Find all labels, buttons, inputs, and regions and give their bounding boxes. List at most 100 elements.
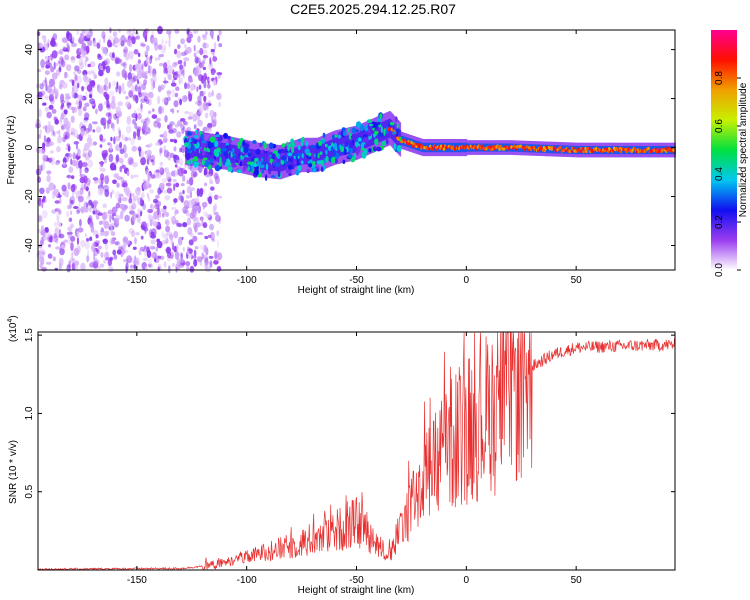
spectrogram-cell <box>229 166 233 172</box>
spectrogram-cell <box>281 155 286 161</box>
spectrogram-cell <box>217 253 220 262</box>
spectrogram-cell <box>237 145 239 165</box>
spectrogram-cell <box>210 48 215 53</box>
spectrogram-cell <box>158 106 165 114</box>
spectrogram-cell <box>149 219 153 227</box>
spectrogram-cell <box>168 38 171 48</box>
spectrogram-cell <box>187 227 193 236</box>
spectrogram-cell <box>585 149 588 153</box>
spectrogram-cell <box>156 117 161 122</box>
spectrogram-cell <box>170 236 174 246</box>
spectrogram-cell <box>157 44 163 50</box>
spectrogram-cell <box>176 50 182 59</box>
spectrogram-cell <box>45 83 48 92</box>
spectrogram-cell <box>70 223 75 229</box>
spectrogram-cell <box>163 62 168 71</box>
spectrogram-cell <box>351 127 357 134</box>
spectrogram-cell <box>51 108 57 114</box>
spectrogram-cell <box>180 124 185 130</box>
spectrogram-cell <box>256 161 262 167</box>
spectrogram-cell <box>211 120 217 128</box>
spectrogram-cell <box>153 211 158 220</box>
spectrogram-cell <box>83 183 86 190</box>
spectrogram-cell <box>312 160 316 166</box>
spectrogram-cell <box>83 175 88 184</box>
spectrogram-cell <box>300 160 304 164</box>
spectrogram-cell <box>188 93 193 102</box>
spectrogram-cell <box>45 141 51 148</box>
spectrogram-cell <box>63 109 68 115</box>
spectrogram-cell <box>209 109 215 118</box>
spectrogram-x-tick-label: -150 <box>127 275 147 286</box>
spectrogram-cell <box>165 219 170 226</box>
spectrogram-cell <box>266 151 268 171</box>
spectrogram-cell <box>100 181 104 187</box>
spectrogram-cell <box>132 162 138 168</box>
spectrogram-cell <box>263 151 265 170</box>
spectrogram-cell <box>118 196 122 204</box>
spectrogram-cell <box>173 245 178 253</box>
spectrogram-cell <box>162 212 165 218</box>
spectrogram-cell <box>288 143 292 148</box>
spectrogram-cell <box>249 148 251 168</box>
spectrogram-cell <box>181 95 188 103</box>
spectrogram-cell <box>99 65 103 70</box>
spectrogram-cell <box>385 138 389 145</box>
spectrogram-cell <box>583 149 586 154</box>
spectrogram-cell <box>42 102 47 106</box>
spectrogram-cell <box>62 82 68 89</box>
spectrogram-cell <box>66 44 70 53</box>
spectrogram-cell <box>164 195 171 201</box>
spectrogram-cell <box>198 84 202 90</box>
spectrogram-cell <box>99 231 106 237</box>
spectrogram-cell <box>120 34 126 43</box>
spectrogram-cell <box>157 212 160 221</box>
spectrogram-cell <box>77 94 84 101</box>
spectrogram-cell <box>196 86 199 92</box>
spectrogram-cell <box>37 91 43 98</box>
spectrogram-cell <box>64 54 70 61</box>
spectrogram-cell <box>342 131 347 137</box>
spectrogram-cell <box>143 227 149 232</box>
spectrogram-cell <box>264 152 267 158</box>
spectrogram-cell <box>179 195 183 202</box>
spectrogram-cell <box>542 146 546 150</box>
spectrogram-cell <box>291 143 295 147</box>
spectrogram-cell <box>190 88 194 92</box>
spectrogram-cell <box>327 141 329 160</box>
spectrogram-cell <box>165 182 172 187</box>
snr-x-tick-label: -150 <box>127 575 147 586</box>
spectrogram-cell <box>128 38 131 44</box>
spectrogram-cell <box>71 258 76 262</box>
spectrogram-cell <box>127 156 134 166</box>
spectrogram-cell <box>197 35 201 43</box>
spectrogram-cell <box>214 194 219 200</box>
spectrogram-cell <box>200 142 207 148</box>
spectrogram-cell <box>56 146 61 153</box>
spectrogram-cell <box>281 143 285 148</box>
spectrogram-cell <box>151 204 155 211</box>
spectrogram-cell <box>150 55 153 60</box>
spectrogram-cell <box>182 222 188 228</box>
spectrogram-cell <box>199 216 204 221</box>
spectrogram-cell <box>322 143 324 162</box>
spectrogram-cell <box>197 139 199 159</box>
colorbar-tick-label: 0.0 <box>714 263 725 277</box>
spectrogram-cell <box>195 63 201 70</box>
spectrogram-cell <box>40 59 45 68</box>
spectrogram-cell <box>208 255 214 259</box>
spectrogram-cell <box>145 266 148 272</box>
spectrogram-cell <box>137 79 139 85</box>
spectrogram-cell <box>91 260 94 268</box>
spectrogram-cell <box>45 64 50 69</box>
spectrogram-cell <box>203 80 207 89</box>
spectrogram-cell <box>218 43 223 48</box>
spectrogram-cell <box>92 141 97 146</box>
spectrogram-cell <box>55 69 61 76</box>
spectrogram-cell <box>145 116 150 125</box>
spectrogram-cell <box>39 187 45 194</box>
spectrogram-cell <box>214 148 219 153</box>
spectrogram-cell <box>113 173 119 179</box>
spectrogram-cell <box>70 235 76 242</box>
spectrogram-cell <box>53 221 58 227</box>
